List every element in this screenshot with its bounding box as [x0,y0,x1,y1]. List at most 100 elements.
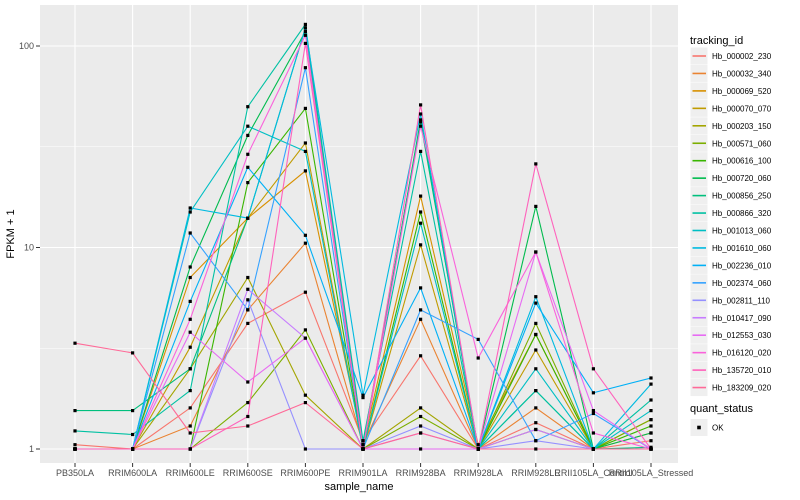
data-point [246,287,250,291]
legend-item-Hb_012553_030: Hb_012553_030 [690,326,772,344]
data-point [188,275,192,280]
data-point [131,409,135,413]
x-tick-label: RRIM600LE [166,468,215,478]
x-tick-label: RRIM600LA [108,468,157,478]
data-point [591,391,595,395]
data-point [591,367,595,371]
legend-label: Hb_183209_020 [712,384,772,393]
data-point [591,431,595,435]
data-point [303,401,307,405]
data-point [534,439,538,443]
data-point [246,181,250,185]
data-point [246,216,250,220]
x-tick-label: RRIM928LE [511,468,560,478]
data-point [534,421,538,425]
data-point [419,431,423,435]
legend-item-Hb_001610_060: Hb_001610_060 [690,239,772,257]
legend-label: Hb_001013_060 [712,227,772,236]
legend-item-Hb_000070_070: Hb_000070_070 [690,99,772,117]
data-point [303,33,307,37]
data-point [303,233,307,237]
legend-item-Hb_183209_020: Hb_183209_020 [690,379,772,397]
data-point [476,337,480,341]
data-point [649,382,653,386]
data-point [246,105,250,109]
data-point [303,22,307,26]
legend-item-quant-OK: OK [690,419,724,436]
data-point [246,308,250,312]
legend-item-Hb_000203_150: Hb_000203_150 [690,117,772,135]
data-point [419,103,423,107]
data-point [534,332,538,337]
legend-label: Hb_000070_070 [712,104,772,113]
data-point [534,427,538,432]
data-point [534,250,538,254]
data-point [188,317,192,321]
legend-label: Hb_000203_150 [712,122,772,131]
data-point [188,431,192,435]
data-point [246,424,250,428]
legend-item-Hb_002811_110: Hb_002811_110 [690,291,771,309]
legend-item-Hb_000032_340: Hb_000032_340 [690,64,772,82]
data-point [246,380,250,384]
legend-key-point [697,425,701,430]
legend-item-Hb_000571_060: Hb_000571_060 [690,134,772,152]
data-point [188,424,192,428]
data-point [534,389,538,393]
data-point [303,29,307,34]
data-point [649,398,653,402]
data-point [303,336,307,340]
legend-title-quant-status: quant_status [690,403,753,415]
data-point [649,376,653,380]
x-tick-label: RRIM901LA [338,468,387,478]
data-point [361,396,365,400]
data-point [649,439,653,443]
legend-item-Hb_000002_230: Hb_000002_230 [690,47,772,65]
data-point [188,210,192,214]
legend-item-Hb_002374_060: Hb_002374_060 [690,274,772,292]
data-point [246,124,250,128]
data-point [188,330,192,334]
data-point [419,447,423,451]
data-point [361,443,365,447]
data-point [419,243,423,247]
x-axis-title: sample_name [324,481,393,493]
legend-label: Hb_010417_090 [712,314,772,323]
data-point [303,141,307,145]
legend-label: Hb_012553_030 [712,331,772,340]
data-point [419,354,423,358]
legend-label: Hb_000866_320 [712,209,772,218]
legend-label: Hb_002374_060 [712,279,772,288]
x-tick-label: RRII105LA_Control [554,468,632,478]
data-point [73,409,77,413]
axis-layer: 1 10 100 PB350LA RRIM600LA RRIM600LE RRIM600SE… [19,41,693,478]
data-point [246,298,250,302]
data-point [649,409,653,413]
data-point [534,367,538,371]
x-tick-label: RRII105LA_Stressed [609,468,694,478]
data-point [246,152,250,156]
data-point [419,210,423,214]
data-point [188,299,192,303]
legend-item-Hb_000866_320: Hb_000866_320 [690,204,772,222]
data-point [419,308,423,312]
plot-panel [40,5,678,463]
data-point [419,149,423,153]
data-point [188,265,192,269]
data-point [246,321,250,325]
data-point [303,241,307,245]
legend-label: Hb_001610_060 [712,244,772,253]
data-point [188,389,192,393]
y-axis-title: FPKM + 1 [5,209,17,258]
data-point [303,393,307,397]
legend-label: Hb_000032_340 [712,69,772,78]
data-point [591,447,595,451]
data-point [188,231,192,235]
data-point [246,401,250,405]
data-point [303,26,307,30]
y-tick-label: 100 [19,41,34,51]
data-point [73,341,77,345]
data-point [188,206,192,210]
